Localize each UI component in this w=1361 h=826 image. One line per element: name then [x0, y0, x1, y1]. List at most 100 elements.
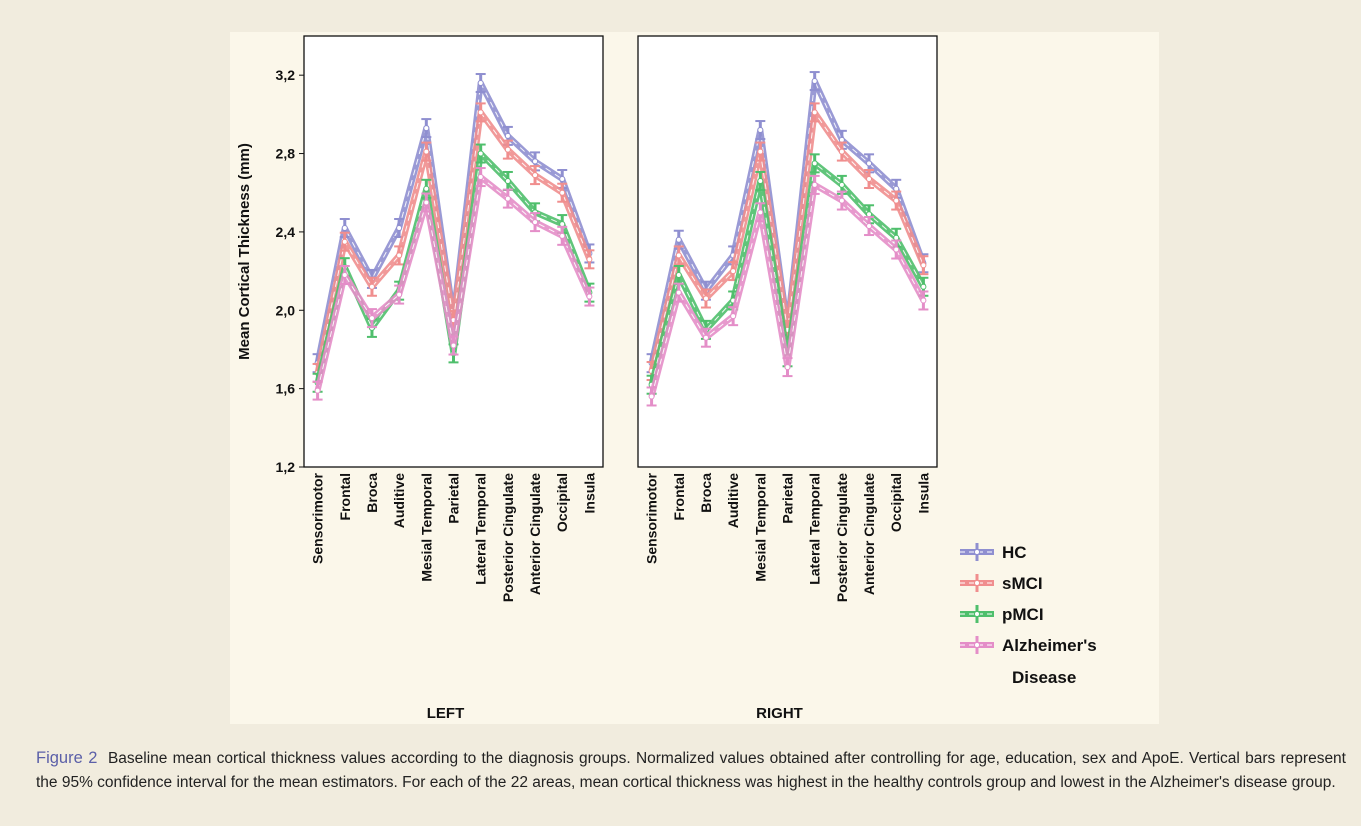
series-line-dash [317, 176, 590, 391]
legend-marker [974, 642, 980, 648]
x-tick-label: Lateral Temporal [807, 473, 823, 585]
data-point [702, 295, 709, 302]
y-axis-label: Mean Cortical Thickness (mm) [236, 143, 253, 360]
y-tick-label: 1,2 [276, 459, 296, 475]
data-point [559, 176, 566, 183]
data-point [532, 172, 539, 179]
data-point [341, 272, 348, 279]
data-point [702, 334, 709, 341]
y-tick-label: 1,6 [276, 381, 296, 397]
y-tick-label: 2,8 [276, 146, 296, 162]
legend-marker [974, 611, 980, 617]
data-point [920, 283, 927, 290]
data-point [504, 146, 511, 153]
data-point [730, 268, 737, 275]
data-point [532, 158, 539, 165]
x-tick-label: Frontal [671, 473, 687, 520]
x-tick-label: Insula [581, 473, 597, 514]
data-point [866, 211, 873, 218]
legend-label: sMCI [1002, 574, 1043, 593]
figure-caption: Figure 2 Baseline mean cortical thicknes… [36, 747, 1346, 794]
x-tick-label: Occipital [888, 473, 904, 532]
series-line-dash [317, 81, 590, 364]
x-tick-label: Posterior Cingulate [834, 473, 850, 602]
x-tick-label: Mesial Temporal [418, 473, 434, 582]
data-point [838, 148, 845, 155]
data-point [423, 148, 430, 155]
x-tick-label: Broca [698, 473, 714, 513]
data-point [477, 80, 484, 87]
x-tick-label: Insula [915, 473, 931, 514]
data-point [730, 313, 737, 320]
data-point [893, 246, 900, 253]
x-tick-label: Anterior Cingulate [861, 473, 877, 595]
data-point [893, 185, 900, 192]
data-point [757, 148, 764, 155]
data-point [811, 78, 818, 85]
legend-label: HC [1002, 543, 1027, 562]
data-point [504, 132, 511, 139]
x-tick-label: Occipital [554, 473, 570, 532]
x-tick-label: Frontal [337, 473, 353, 520]
legend-label: pMCI [1002, 605, 1044, 624]
data-point [838, 197, 845, 204]
data-point [423, 185, 430, 192]
data-point [504, 177, 511, 184]
data-point [586, 293, 593, 300]
series-line-dash [651, 162, 924, 385]
data-point [675, 236, 682, 243]
figure-frame: Mean Cortical Thickness (mm) 1,2 1,6 2,0 2,4… [8, 8, 1353, 818]
x-tick-label: Sensorimotor [310, 472, 326, 564]
data-point [811, 109, 818, 116]
x-tick-label: Posterior Cingulate [500, 473, 516, 602]
series-line-dash [317, 152, 590, 383]
data-point [838, 136, 845, 143]
data-point [504, 195, 511, 202]
data-point [559, 221, 566, 228]
x-tick-label: Sensorimotor [644, 472, 660, 564]
data-point [559, 232, 566, 239]
data-point [341, 224, 348, 231]
x-tick-label: Parietal [446, 473, 462, 524]
plot-area: Mean Cortical Thickness (mm) 1,2 1,6 2,0 2,4… [230, 32, 1159, 724]
x-tick-label: Anterior Cingulate [527, 473, 543, 595]
x-tick-label: Mesial Temporal [752, 473, 768, 582]
data-point [920, 297, 927, 304]
data-point [396, 291, 403, 298]
legend-label: Alzheimer's [1002, 636, 1097, 655]
y-tick-label: 3,2 [276, 67, 296, 83]
data-point [477, 174, 484, 181]
data-point [314, 387, 321, 394]
figure-label: Figure 2 [36, 749, 98, 767]
data-point [368, 315, 375, 322]
data-point [757, 177, 764, 184]
data-point [532, 219, 539, 226]
data-point [675, 289, 682, 296]
data-point [648, 393, 655, 400]
figure-caption-text: Baseline mean cortical thickness values … [36, 750, 1346, 791]
legend-marker [974, 549, 980, 555]
x-tick-label: Auditive [391, 473, 407, 528]
data-point [675, 252, 682, 259]
data-point [920, 262, 927, 269]
data-point [450, 342, 457, 349]
data-point [559, 189, 566, 196]
data-point [866, 160, 873, 167]
data-point [757, 209, 764, 216]
x-tick-label: Auditive [725, 473, 741, 528]
data-point [396, 224, 403, 231]
legend-marker [974, 580, 980, 586]
data-point [784, 364, 791, 371]
data-point [811, 181, 818, 188]
data-point [341, 238, 348, 245]
data-point [675, 272, 682, 279]
data-point [893, 234, 900, 241]
data-point [423, 199, 430, 206]
cortical-thickness-chart: Mean Cortical Thickness (mm) 1,2 1,6 2,0 2,4… [236, 35, 1097, 722]
panel-label: RIGHT [756, 705, 803, 722]
data-point [893, 197, 900, 204]
x-tick-label: Broca [364, 473, 380, 513]
y-tick-label: 2,4 [276, 224, 296, 240]
x-tick-label: Lateral Temporal [473, 473, 489, 585]
data-point [586, 256, 593, 263]
